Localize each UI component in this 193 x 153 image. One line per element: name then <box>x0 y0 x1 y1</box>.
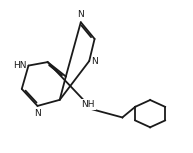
Text: N: N <box>34 109 41 118</box>
Text: HN: HN <box>13 61 26 70</box>
Text: N: N <box>91 57 98 65</box>
Text: NH: NH <box>81 100 95 109</box>
Text: N: N <box>77 11 84 19</box>
